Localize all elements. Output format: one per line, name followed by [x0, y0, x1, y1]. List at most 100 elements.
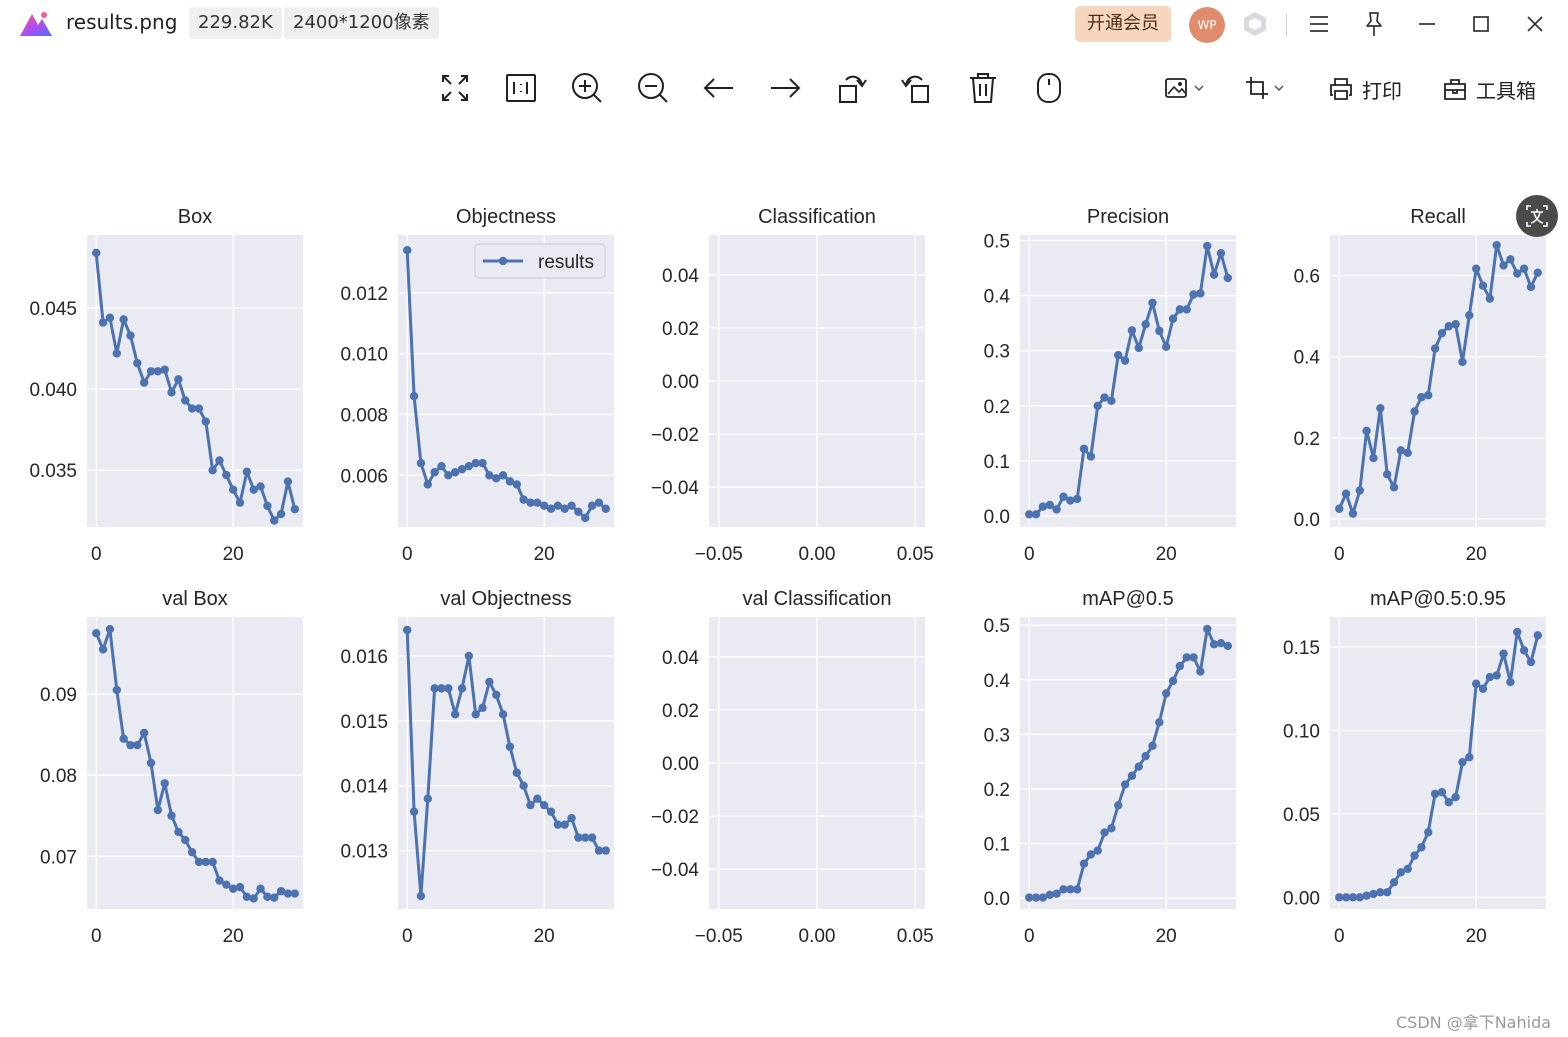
- data-point: [228, 884, 238, 893]
- fullscreen-button[interactable]: [435, 68, 475, 108]
- data-point: [1203, 624, 1212, 634]
- toolbox-button[interactable]: 工具箱: [1442, 71, 1542, 105]
- data-point: [1182, 653, 1191, 662]
- vip-button[interactable]: 开通会员: [1075, 6, 1171, 42]
- data-point: [215, 876, 224, 885]
- y-tick-label: 0.008: [340, 405, 388, 426]
- close-icon[interactable]: [1520, 9, 1550, 39]
- data-point: [437, 684, 446, 693]
- data-point: [1093, 846, 1102, 855]
- x-tick-label: 0.05: [897, 926, 934, 947]
- data-point: [574, 507, 583, 516]
- data-point: [160, 779, 169, 788]
- data-point: [1066, 496, 1075, 505]
- previous-icon: [703, 78, 733, 98]
- previous-button[interactable]: [699, 68, 739, 108]
- data-point: [181, 835, 190, 845]
- x-tick-label: 20: [1466, 544, 1487, 565]
- data-point: [112, 685, 121, 695]
- menu-icon[interactable]: [1304, 9, 1334, 39]
- pin-icon[interactable]: [1359, 9, 1389, 39]
- data-point: [1072, 494, 1082, 504]
- y-tick-label: 0.02: [662, 701, 699, 722]
- y-tick-label: 0.09: [40, 685, 77, 706]
- zoom-in-button[interactable]: [567, 68, 607, 108]
- data-point: [423, 794, 432, 803]
- data-point: [1533, 268, 1542, 277]
- delete-button[interactable]: [963, 68, 1003, 108]
- data-point: [574, 833, 583, 842]
- data-point: [1196, 667, 1205, 676]
- data-point: [1127, 326, 1137, 335]
- data-point: [581, 513, 590, 523]
- data-point: [256, 482, 265, 491]
- data-point: [270, 516, 279, 525]
- fullscreen-icon: [442, 75, 468, 101]
- print-button[interactable]: 打印: [1328, 71, 1408, 105]
- data-point: [1471, 264, 1481, 273]
- next-button[interactable]: [765, 68, 805, 108]
- data-point: [1382, 888, 1392, 897]
- data-point: [533, 498, 542, 507]
- x-tick-label: 0: [1024, 926, 1035, 947]
- data-point: [403, 625, 412, 635]
- print-icon: [1330, 78, 1352, 100]
- data-point: [601, 846, 610, 855]
- data-point: [1066, 885, 1075, 894]
- y-tick-label: 0.010: [340, 345, 388, 366]
- data-point: [1526, 657, 1536, 667]
- plot-area: [87, 235, 303, 527]
- data-point: [1389, 483, 1399, 492]
- y-tick-label: 0.5: [984, 616, 1010, 637]
- rotate-right-button[interactable]: [897, 68, 937, 108]
- data-point: [1348, 509, 1358, 518]
- avatar[interactable]: WP: [1189, 7, 1225, 43]
- data-point: [167, 388, 176, 397]
- data-point: [1526, 282, 1536, 292]
- data-point: [1216, 248, 1226, 258]
- minimize-icon[interactable]: [1412, 9, 1442, 39]
- data-point: [478, 703, 487, 713]
- y-tick-label: 0.04: [662, 266, 699, 287]
- data-point: [174, 375, 183, 384]
- image-edit-icon: [1165, 78, 1204, 98]
- data-point: [1148, 741, 1157, 751]
- data-point: [1209, 270, 1219, 279]
- chart-panel: 0.0 0.2 0.4 0.6 0 20 Recall: [1294, 206, 1546, 565]
- data-point: [1376, 403, 1385, 413]
- data-point: [1355, 486, 1364, 495]
- y-tick-label: 0.013: [340, 842, 388, 863]
- mouse-mode-button[interactable]: [1029, 68, 1069, 108]
- data-point: [1451, 320, 1460, 329]
- data-point: [1437, 328, 1447, 338]
- data-point: [1209, 640, 1219, 649]
- maximize-icon[interactable]: [1466, 9, 1496, 39]
- data-point: [208, 466, 217, 475]
- data-point: [1485, 294, 1495, 303]
- y-tick-label: 0.2: [984, 780, 1010, 801]
- x-tick-label: 20: [1156, 544, 1177, 565]
- rotate-left-button[interactable]: [831, 68, 871, 108]
- data-point: [1417, 843, 1426, 852]
- data-point: [519, 781, 528, 790]
- chart-title: Recall: [1410, 206, 1466, 228]
- x-tick-label: 0.00: [799, 926, 836, 947]
- data-point: [1182, 305, 1191, 314]
- x-tick-label: 0: [1024, 544, 1035, 565]
- plot-area: [87, 617, 303, 909]
- y-tick-label: 0.015: [340, 712, 388, 733]
- app-logo-icon: [20, 12, 52, 36]
- data-point: [167, 811, 176, 820]
- actual-size-button[interactable]: [501, 68, 541, 108]
- crop-dropdown[interactable]: [1242, 74, 1292, 104]
- data-point: [1100, 393, 1109, 402]
- translate-button[interactable]: [1516, 195, 1558, 237]
- hexagon-icon[interactable]: [1240, 9, 1270, 39]
- image-edit-dropdown[interactable]: [1162, 74, 1212, 104]
- data-point: [1134, 762, 1143, 771]
- y-tick-label: −0.04: [651, 860, 700, 881]
- zoom-out-button[interactable]: [633, 68, 673, 108]
- data-point: [1410, 407, 1419, 416]
- y-tick-label: 0.10: [1283, 721, 1320, 742]
- file-size-badge: 229.82K: [189, 7, 282, 39]
